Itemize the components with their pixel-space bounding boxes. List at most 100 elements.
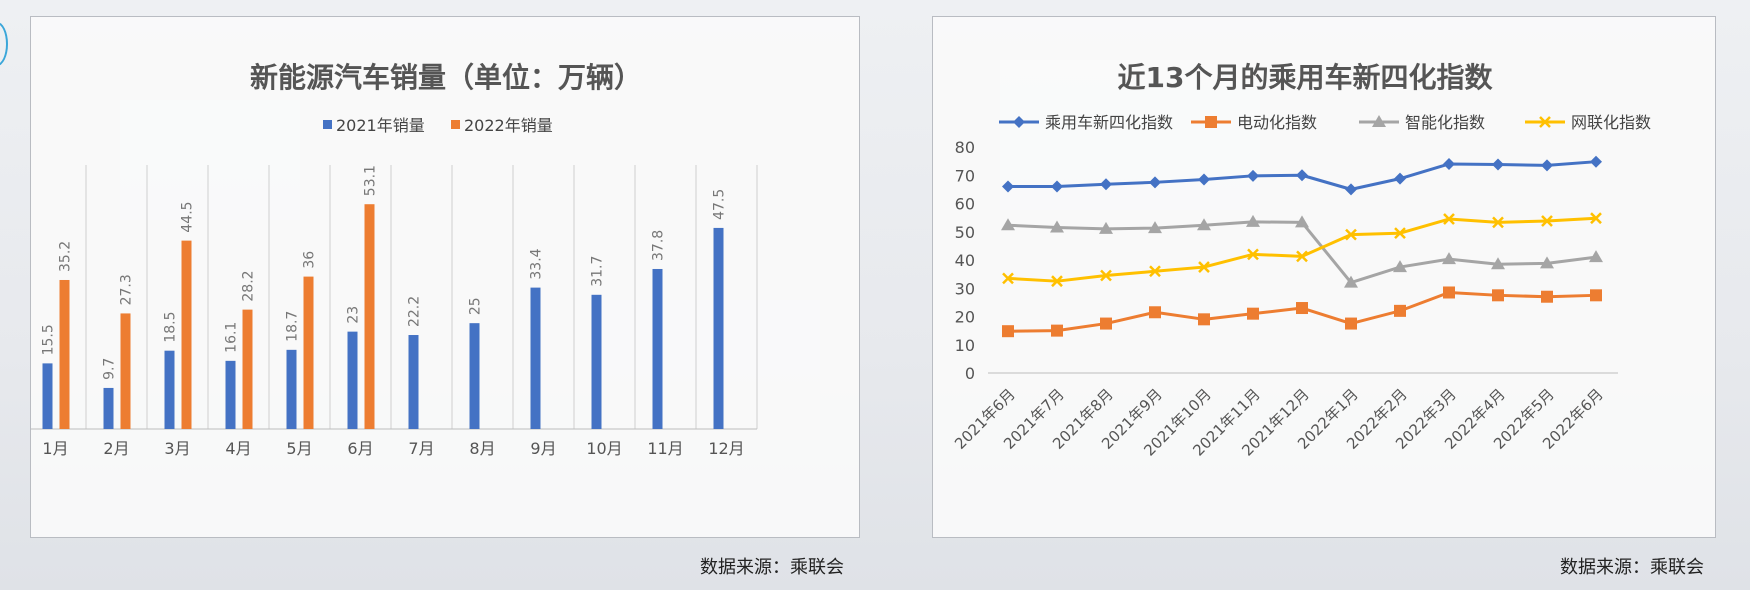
sales-bar-chart: 新能源汽车销量（单位：万辆） 2021年销量 2022年销量 1月 15.5 35.2 2月… bbox=[31, 61, 758, 458]
bar bbox=[225, 360, 236, 429]
legend-label: 网联化指数 bbox=[1571, 113, 1651, 132]
data-point bbox=[1443, 213, 1455, 225]
data-label: 53.1 bbox=[363, 165, 379, 196]
x-tick-label: 11月 bbox=[647, 439, 683, 458]
data-point bbox=[1100, 317, 1112, 330]
data-point bbox=[1296, 169, 1308, 182]
legend-swatch bbox=[323, 120, 332, 129]
data-point bbox=[1198, 173, 1210, 186]
data-source-right: 数据来源：乘联会 bbox=[1560, 557, 1704, 578]
bar bbox=[103, 387, 114, 429]
x-tick-label: 6月 bbox=[347, 439, 373, 458]
bar bbox=[242, 309, 253, 429]
data-point bbox=[1442, 252, 1456, 265]
legend-label: 乘用车新四化指数 bbox=[1045, 113, 1173, 132]
data-point bbox=[1492, 158, 1504, 171]
data-point bbox=[1051, 324, 1063, 337]
y-tick-label: 10 bbox=[955, 336, 975, 355]
x-tick-label: 9月 bbox=[530, 439, 556, 458]
y-tick-label: 50 bbox=[955, 223, 975, 242]
index-chart-panel: 近13个月的乘用车新四化指数乘用车新四化指数 电动化指数 智能化指数 网联化指数 0 10… bbox=[932, 16, 1716, 538]
data-point bbox=[1590, 212, 1602, 225]
data-label: 18.5 bbox=[163, 312, 179, 343]
data-point bbox=[1050, 220, 1064, 233]
legend-label: 2021年销量 bbox=[336, 116, 425, 135]
data-point bbox=[1443, 157, 1455, 170]
y-tick-label: 0 bbox=[965, 364, 975, 383]
data-point bbox=[1198, 261, 1210, 273]
data-point bbox=[1051, 180, 1063, 193]
data-point bbox=[1296, 302, 1308, 315]
legend-label: 智能化指数 bbox=[1405, 113, 1485, 132]
x-tick-label: 4月 bbox=[225, 439, 251, 458]
x-tick-label: 10月 bbox=[586, 439, 622, 458]
data-label: 23 bbox=[346, 306, 362, 324]
legend-label: 2022年销量 bbox=[464, 116, 553, 135]
x-tick-label: 12月 bbox=[708, 439, 744, 458]
bar bbox=[303, 276, 314, 429]
data-point bbox=[1344, 275, 1358, 288]
data-point bbox=[1541, 290, 1553, 303]
data-point bbox=[1247, 169, 1259, 182]
bar bbox=[591, 294, 602, 429]
legend-marker bbox=[1372, 115, 1386, 127]
y-tick-label: 40 bbox=[955, 251, 975, 270]
data-point bbox=[1491, 257, 1505, 270]
data-point bbox=[1296, 250, 1308, 263]
data-point bbox=[1002, 180, 1014, 193]
data-point bbox=[1492, 289, 1504, 302]
bar bbox=[181, 240, 192, 429]
y-tick-label: 30 bbox=[955, 279, 975, 298]
data-label: 9.7 bbox=[102, 358, 118, 380]
data-point bbox=[1393, 260, 1407, 273]
data-point bbox=[1197, 218, 1211, 231]
data-label: 27.3 bbox=[119, 274, 135, 305]
x-tick-label: 2月 bbox=[103, 439, 129, 458]
bar bbox=[42, 363, 53, 429]
data-point bbox=[1149, 306, 1161, 319]
decorative-arc bbox=[0, 22, 8, 66]
data-point bbox=[1100, 178, 1112, 191]
data-point bbox=[1345, 317, 1357, 330]
bar bbox=[652, 268, 663, 429]
data-point bbox=[1345, 183, 1357, 196]
data-point bbox=[1149, 265, 1161, 278]
data-point bbox=[1002, 325, 1014, 338]
data-point bbox=[1100, 269, 1112, 282]
data-label: 37.8 bbox=[651, 230, 667, 261]
data-point bbox=[1394, 304, 1406, 317]
data-point bbox=[1002, 272, 1014, 285]
data-point bbox=[1001, 218, 1015, 231]
data-point bbox=[1247, 307, 1259, 320]
data-point bbox=[1148, 221, 1162, 234]
legend-swatch bbox=[451, 120, 460, 129]
data-point bbox=[1590, 155, 1602, 168]
y-tick-label: 70 bbox=[955, 166, 975, 185]
chart-title: 近13个月的乘用车新四化指数 bbox=[1118, 61, 1494, 94]
data-point bbox=[1247, 248, 1259, 261]
bar bbox=[713, 227, 724, 429]
data-point bbox=[1198, 313, 1210, 326]
chart-title: 新能源汽车销量（单位：万辆） bbox=[250, 61, 642, 94]
data-label: 31.7 bbox=[590, 256, 606, 287]
data-source-left: 数据来源：乘联会 bbox=[700, 557, 844, 578]
data-point bbox=[1541, 159, 1553, 172]
data-label: 33.4 bbox=[529, 248, 545, 279]
data-point bbox=[1443, 286, 1455, 299]
x-tick-label: 8月 bbox=[469, 439, 495, 458]
x-tick-label: 5月 bbox=[286, 439, 312, 458]
data-label: 28.2 bbox=[241, 270, 257, 301]
bar bbox=[530, 287, 541, 429]
data-label: 25 bbox=[468, 297, 484, 315]
x-tick-label: 7月 bbox=[408, 439, 434, 458]
data-point bbox=[1394, 227, 1406, 240]
bar bbox=[408, 335, 419, 429]
bar bbox=[164, 350, 175, 429]
data-point bbox=[1099, 221, 1113, 234]
data-point bbox=[1345, 228, 1357, 241]
legend-label: 电动化指数 bbox=[1237, 113, 1317, 132]
data-point bbox=[1589, 250, 1603, 263]
data-label: 47.5 bbox=[712, 189, 728, 220]
data-point bbox=[1149, 176, 1161, 189]
